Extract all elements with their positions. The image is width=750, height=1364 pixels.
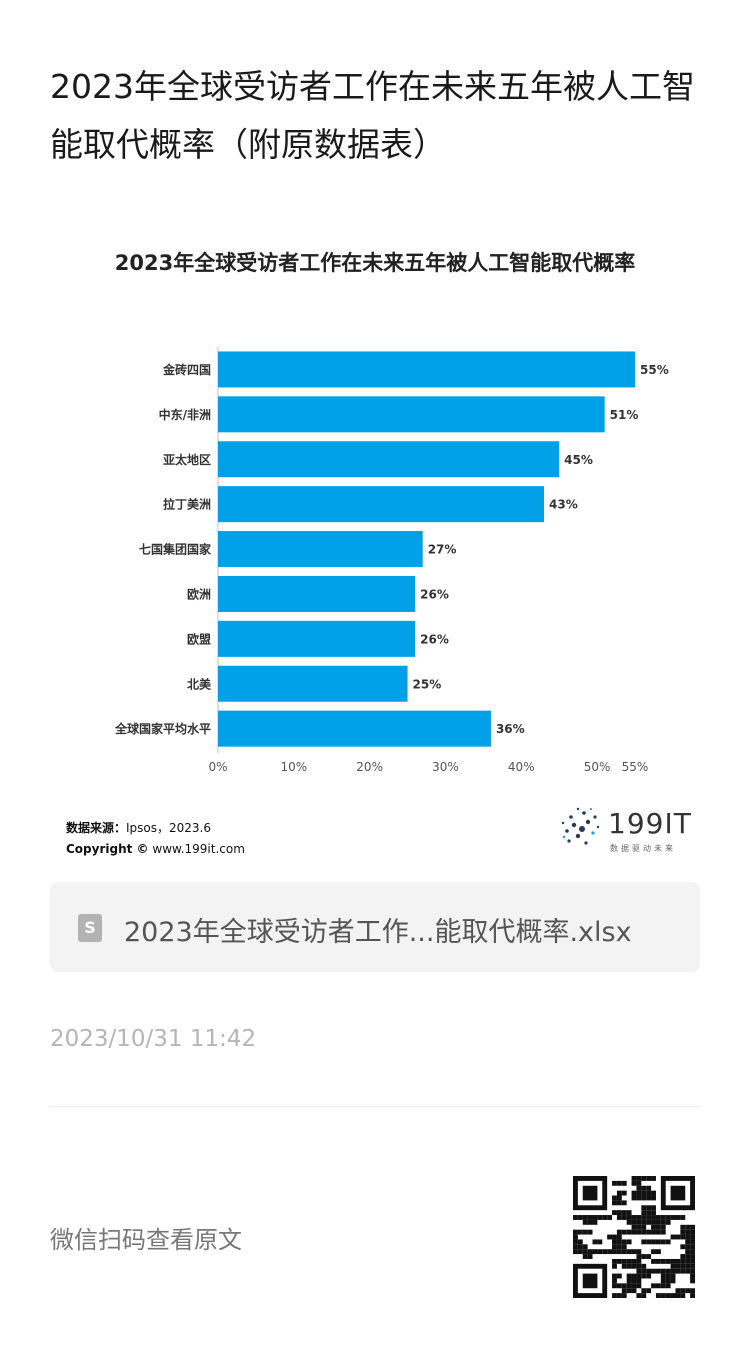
source-label: 数据来源：: [66, 821, 127, 835]
x-tick-label: 0%: [208, 760, 227, 774]
scan-to-view-text: 微信扫码查看原文: [50, 1226, 242, 1254]
copyright-label: Copyright ©: [66, 842, 149, 856]
publish-timestamp: 2023/10/31 11:42: [50, 1026, 257, 1052]
bar: [218, 441, 560, 478]
value-label: 26%: [420, 587, 449, 601]
copyright-text: www.199it.com: [152, 842, 245, 856]
attachment-file-card[interactable]: 2023年全球受访者工作...能取代概率.xlsx: [50, 882, 700, 972]
category-label: 北美: [187, 676, 212, 691]
value-label: 51%: [610, 408, 639, 422]
spreadsheet-file-icon: [78, 914, 102, 942]
chart-title: 2023年全球受访者工作在未来五年被人工智能取代概率: [114, 251, 636, 275]
bar-chart: 金砖四国 55% 中东/非洲 51% 亚太地区 45% 拉丁美洲 43% 七国集团国家 27% 欧洲…: [114, 347, 669, 774]
x-tick-label: 40%: [508, 760, 535, 774]
bar: [218, 710, 491, 747]
bar: [218, 531, 423, 568]
value-label: 27%: [428, 543, 457, 557]
x-tick-label: 20%: [356, 760, 383, 774]
bar: [218, 351, 635, 388]
category-label: 欧盟: [187, 631, 211, 646]
qr-code-icon[interactable]: [573, 1176, 695, 1298]
article-title: 2023年全球受访者工作在未来五年被人工智能取代概率（附原数据表）: [50, 67, 695, 164]
x-tick-label: 55%: [622, 760, 649, 774]
category-label: 欧洲: [187, 586, 211, 601]
x-tick-label: 30%: [432, 760, 459, 774]
logo-subtitle: 数据驱动未来: [610, 844, 676, 853]
bar: [218, 396, 605, 433]
x-tick-label: 50%: [584, 760, 611, 774]
bar: [218, 620, 416, 657]
logo-text: 199IT: [608, 807, 692, 840]
category-label: 拉丁美洲: [163, 497, 211, 512]
value-label: 26%: [420, 632, 449, 646]
source-note: 数据来源：Ipsos，2023.6 Copyright © www.199it.…: [66, 818, 245, 860]
divider: [50, 1106, 700, 1107]
bar: [218, 575, 416, 612]
category-label: 七国集团国家: [139, 542, 212, 557]
bar: [218, 665, 408, 702]
attachment-file-name[interactable]: 2023年全球受访者工作...能取代概率.xlsx: [124, 917, 632, 948]
category-label: 中东/非洲: [159, 407, 211, 422]
value-label: 36%: [496, 722, 525, 736]
category-label: 全球国家平均水平: [114, 721, 211, 736]
category-label: 亚太地区: [163, 452, 211, 467]
bar: [218, 486, 545, 523]
value-label: 25%: [413, 677, 442, 691]
value-label: 45%: [564, 453, 593, 467]
value-label: 55%: [640, 363, 669, 377]
brand-logo: 199IT 数据驱动未来: [558, 805, 698, 855]
source-text: Ipsos，2023.6: [126, 821, 212, 835]
x-tick-label: 10%: [280, 760, 307, 774]
value-label: 43%: [549, 498, 578, 512]
category-label: 金砖四国: [162, 362, 211, 377]
logo-mark-icon: [561, 807, 600, 845]
chart-figure: 金砖四国 55% 中东/非洲 51% 亚太地区 45% 拉丁美洲 43% 七国集团国家 27% 欧洲…: [50, 225, 700, 865]
